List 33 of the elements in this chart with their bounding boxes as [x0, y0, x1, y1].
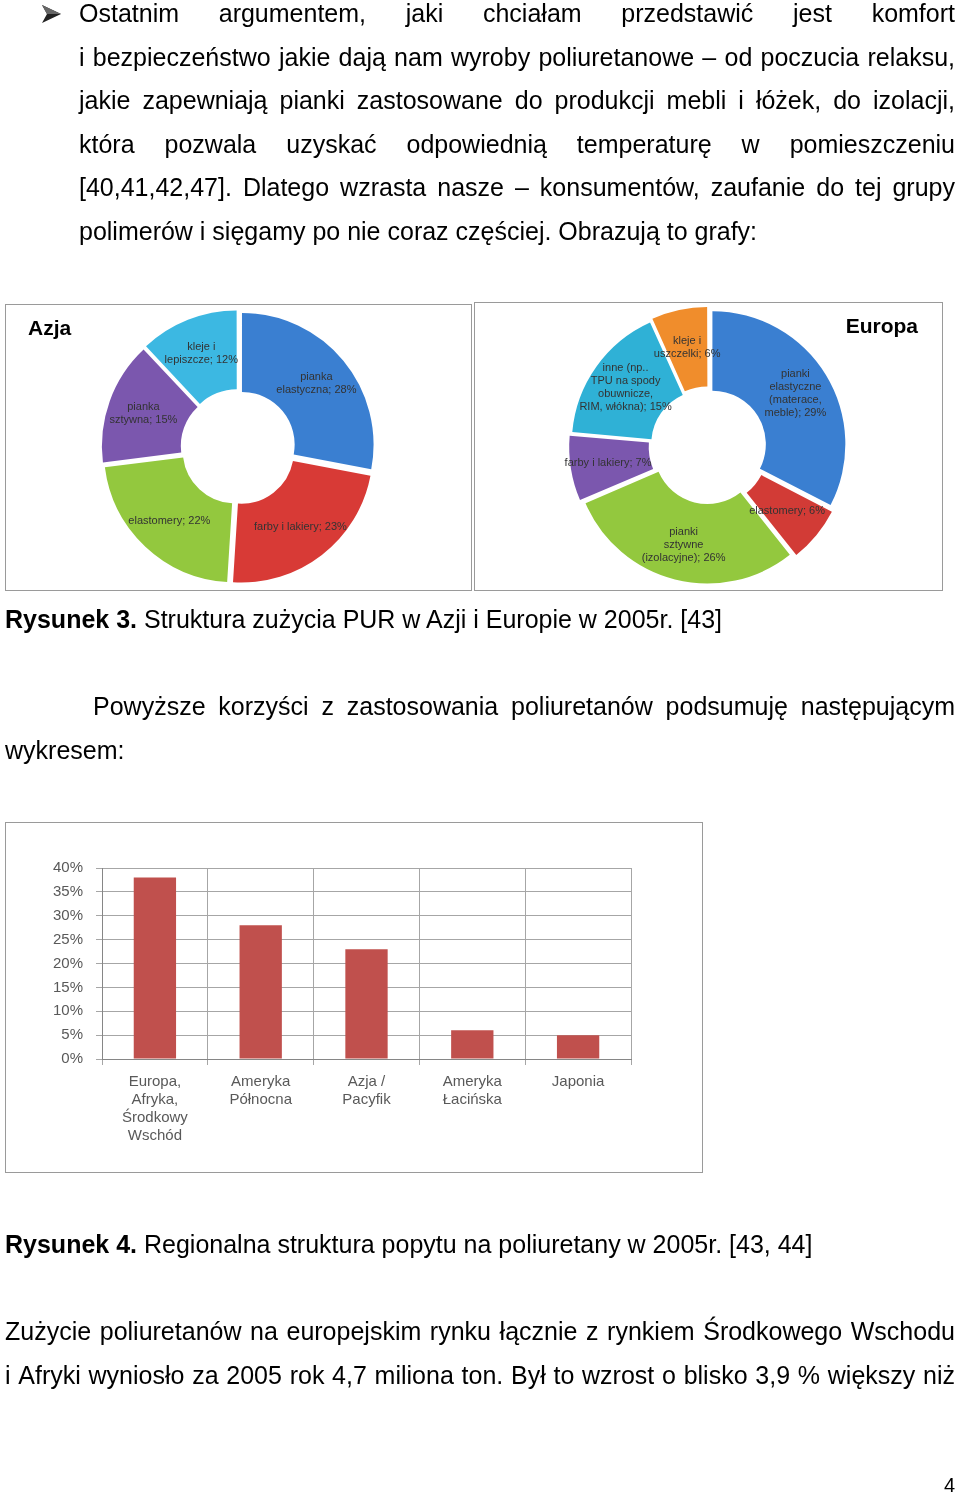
x-tick-label: Azja / Pacyfik [342, 1072, 392, 1108]
slice-label: pianka elastyczna; 28% [276, 369, 357, 395]
x-tick-label: Ameryka Północna [229, 1072, 293, 1108]
text: Rysunek 4. Regionalna struktura popytu na poliuretany w 2005r. [43, 44] [5, 1229, 814, 1260]
text: Rysunek 3. Struktura zużycia PUR w Azji i Europie w 2005r. [43] [5, 604, 723, 635]
text: Zużycie poliuretanów na europejskim rynku łącznie z rynkiem Środkowego Wschodu i Afryki wyniosło za 2005 rok 4,7 miliona ton. Był to wzrost o blisko 3,9 % większy niż [5, 1315, 955, 1391]
chart-title: Europa [845, 314, 918, 338]
slice-label: pianka sztywna; 15% [109, 399, 178, 425]
y-tick-label: 25% [52, 929, 83, 947]
y-tick-label: 40% [52, 858, 83, 876]
slice-label: pianki sztywne (izolacyjne); 26% [641, 525, 726, 564]
y-tick-label: 5% [61, 1025, 83, 1043]
text: Ostatnim argumentem, jaki chciałam przedstawić jest komfort i bezpieczeństwo jakie dają nam wyroby poliuretanowe – od poczucia relaksu, jakie zapewniają pianki zastosowane do produkcji mebli i łóżek, do izolacji, która pozwala uzyskać odpowiednią temperaturę w pomieszczeniu [40,41,42,47]. Dlatego wzrasta nasze – konsumentów, zaufanie do tej grupy polimerów i sięgamy po nie coraz częściej. Obrazują to grafy: [79, 0, 955, 247]
y-tick-label: 35% [52, 882, 83, 900]
bar [345, 949, 388, 1059]
y-tick-label: 20% [52, 953, 83, 971]
y-tick-label: 0% [61, 1049, 83, 1067]
bar [556, 1035, 600, 1059]
slice-label: pianki elastyczne (materace, meble); 29% [764, 367, 827, 419]
x-tick-label: Japonia [551, 1072, 606, 1090]
bar [239, 925, 282, 1059]
x-tick-label: Europa, Afryka, Środkowy Wschód [121, 1072, 189, 1144]
y-tick-label: 30% [52, 905, 83, 923]
y-tick-label: 15% [52, 977, 83, 995]
bar [451, 1030, 494, 1059]
slice-label: elastomery; 22% [128, 514, 211, 527]
bar [133, 877, 177, 1059]
text: Powyższe korzyści z zastosowania poliuretanów podsumuję następującym wykresem: [5, 691, 955, 766]
slice-label: farby i lakiery; 23% [253, 520, 348, 533]
chart-title: Azja [28, 316, 72, 340]
x-tick-label: Ameryka Łacińska [442, 1072, 503, 1108]
text: 4 [943, 1473, 955, 1496]
y-tick-label: 10% [52, 1001, 83, 1019]
